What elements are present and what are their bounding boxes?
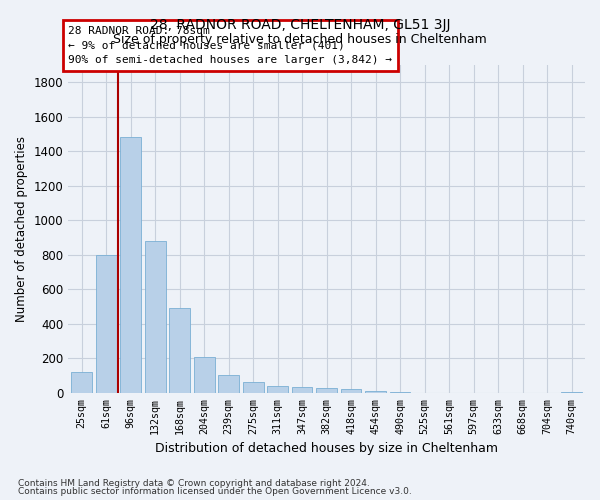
Bar xyxy=(242,382,263,393)
Bar xyxy=(292,387,313,393)
Y-axis label: Number of detached properties: Number of detached properties xyxy=(15,136,28,322)
Bar xyxy=(267,386,288,393)
Bar xyxy=(169,308,190,393)
Bar xyxy=(145,241,166,393)
Bar xyxy=(365,392,386,393)
Bar xyxy=(316,388,337,393)
X-axis label: Distribution of detached houses by size in Cheltenham: Distribution of detached houses by size … xyxy=(155,442,498,455)
Bar xyxy=(96,255,116,393)
Text: Contains HM Land Registry data © Crown copyright and database right 2024.: Contains HM Land Registry data © Crown c… xyxy=(18,478,370,488)
Text: Contains public sector information licensed under the Open Government Licence v3: Contains public sector information licen… xyxy=(18,487,412,496)
Text: 28, RADNOR ROAD, CHELTENHAM, GL51 3JJ: 28, RADNOR ROAD, CHELTENHAM, GL51 3JJ xyxy=(150,18,450,32)
Bar xyxy=(71,372,92,393)
Bar xyxy=(218,374,239,393)
Text: 28 RADNOR ROAD: 78sqm
← 9% of detached houses are smaller (401)
90% of semi-deta: 28 RADNOR ROAD: 78sqm ← 9% of detached h… xyxy=(68,26,392,66)
Bar xyxy=(120,138,141,393)
Text: Size of property relative to detached houses in Cheltenham: Size of property relative to detached ho… xyxy=(113,32,487,46)
Bar xyxy=(194,358,215,393)
Bar xyxy=(341,390,361,393)
